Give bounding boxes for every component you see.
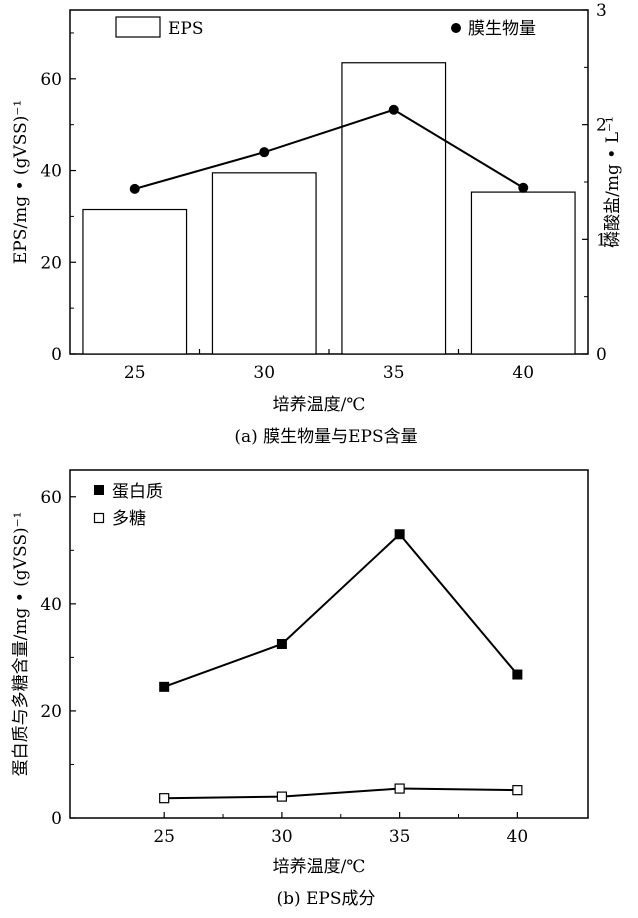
panel-a-ylabel: EPS/mg • (gVSS)⁻¹: [11, 100, 31, 264]
polysaccharide-point-35: [394, 783, 405, 794]
panel-a-ytick-label-3: 60: [40, 70, 62, 90]
panel-a-y2tick-label-3: 3: [596, 1, 607, 21]
legend-eps-label: EPS: [168, 19, 204, 39]
panel-b-ylabel: 蛋白质与多糖含量/mg • (gVSS)⁻¹: [11, 512, 31, 777]
panel-b-caption: (b) EPS成分: [276, 889, 375, 909]
panel-a-ytick-label-0: 0: [51, 345, 62, 365]
biomass-point-40: [518, 182, 529, 193]
legend-polysaccharide-marker: [93, 512, 105, 524]
panel-b-plot-frame: [69, 469, 589, 819]
panel-b-ytick-label-2: 40: [40, 595, 62, 615]
panel-a-xtick-label-1: 30: [253, 363, 275, 383]
biomass-line: [134, 108, 524, 190]
panel-a-y2tick-label-0: 0: [596, 345, 607, 365]
panel-b-xtick-label-2: 35: [389, 827, 411, 847]
protein-point-35: [394, 529, 405, 540]
eps-bar-30: [211, 172, 317, 355]
legend-protein-marker: [94, 485, 104, 495]
legend-biomass-marker: [451, 23, 461, 33]
panel-b-xlabel: 培养温度/℃: [273, 857, 366, 877]
polysaccharide-point-30: [276, 791, 288, 802]
panel-a-y2tick-label-1: 1: [596, 230, 607, 250]
legend-biomass-label: 膜生物量: [468, 19, 536, 39]
panel-b-ytick-label-0: 0: [51, 809, 62, 829]
panel-a-xtick-label-0: 25: [124, 363, 146, 383]
protein-line: [163, 532, 519, 688]
polysaccharide-point-25: [159, 793, 170, 804]
panel-b-xtick-label-3: 40: [507, 827, 529, 847]
biomass-point-30: [259, 147, 270, 158]
panel-b-xtick-label-0: 25: [153, 827, 175, 847]
legend-eps-swatch: [115, 16, 161, 38]
panel-a-xlabel: 培养温度/℃: [273, 395, 366, 415]
polysaccharide-point-40: [512, 785, 523, 796]
protein-point-25: [159, 681, 170, 692]
biomass-point-35: [388, 104, 399, 115]
panel-b-xtick-label-1: 30: [271, 827, 293, 847]
panel-a-y2tick-label-2: 2: [596, 116, 607, 136]
polysaccharide-line: [164, 787, 518, 800]
panel-a-ytick-label-2: 40: [40, 162, 62, 182]
eps-bar-25: [82, 208, 188, 355]
panel-a-ytick-label-1: 20: [40, 253, 62, 273]
biomass-point-25: [129, 183, 140, 194]
panel-a-y2label: 磷酸盐/mg • L⁻¹: [603, 116, 623, 248]
protein-point-30: [276, 639, 287, 649]
legend-polysaccharide-label: 多糖: [112, 509, 146, 529]
panel-b-ytick-label-1: 20: [40, 702, 62, 722]
eps-bar-40: [470, 191, 576, 355]
panel-a-xtick-label-3: 40: [512, 363, 534, 383]
legend-protein-label: 蛋白质: [112, 482, 163, 502]
panel-a-xtick-label-2: 35: [383, 363, 405, 383]
panel-a-caption: (a) 膜生物量与EPS含量: [234, 427, 417, 447]
panel-b-ytick-label-3: 60: [40, 488, 62, 508]
protein-point-40: [512, 669, 523, 680]
